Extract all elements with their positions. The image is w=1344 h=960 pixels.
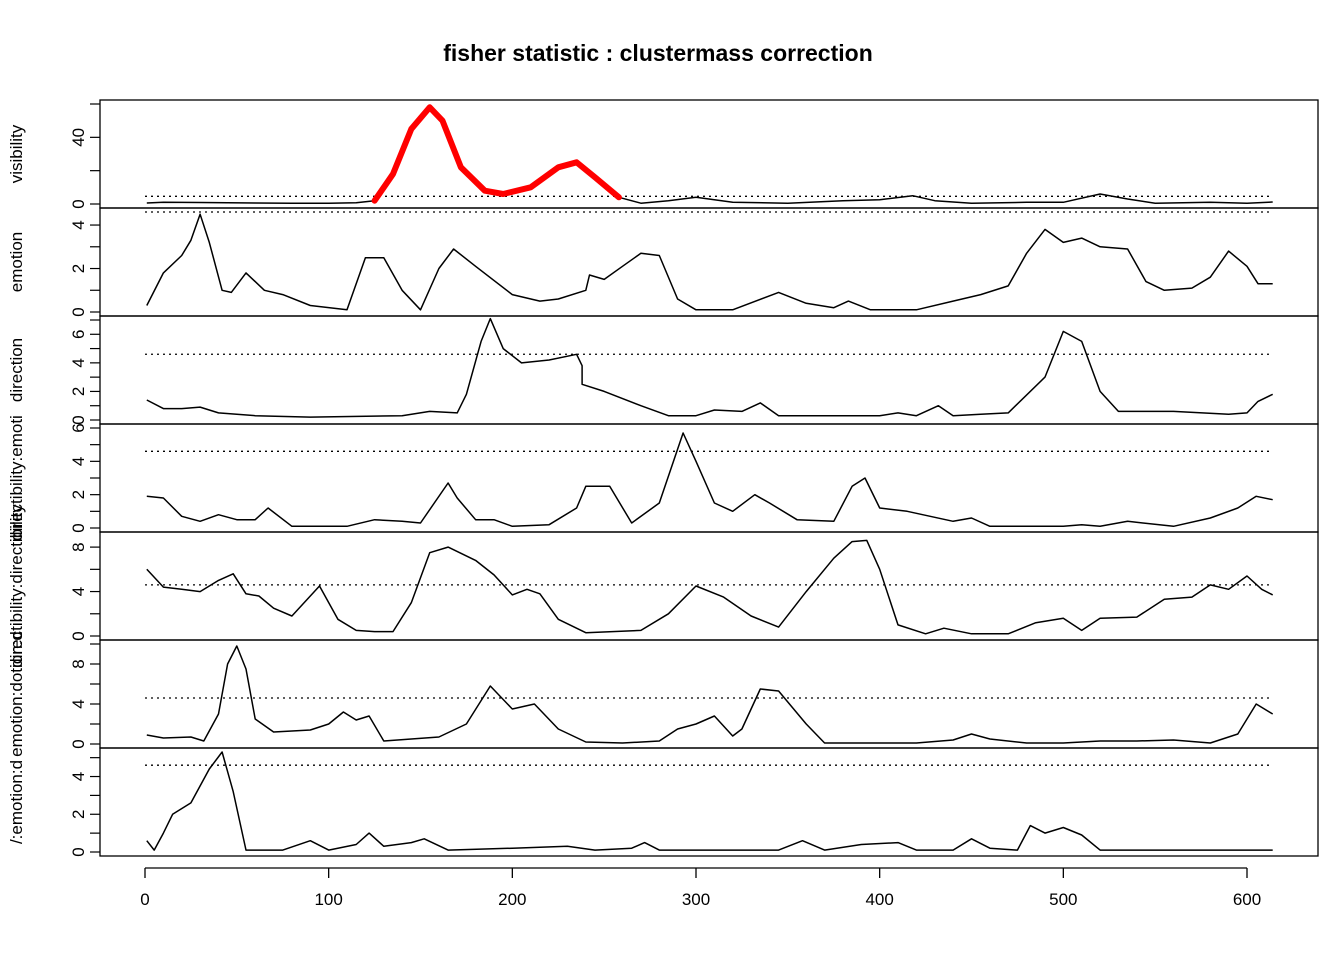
significant-segment [371,104,622,204]
y-tick-label: 4 [69,220,88,229]
panel-ylabel: emotion [7,232,26,292]
series-line [146,539,1274,635]
panel-1: 0 40 visibility [7,99,1319,209]
series-line [146,751,1273,851]
chart-panels: 040visibility024emotion0246direction0246… [7,99,1319,857]
series-line [146,432,1273,528]
panel-ylabel: directibility:directibility [7,504,26,668]
y-tick-label: 0 [69,739,88,748]
series-line [146,645,1274,744]
y-tick-label: 4 [69,358,88,367]
panel-5: 0 4 8 directibility:directibility [7,504,1319,668]
panel-ylabel: emotion:dotion:d [7,631,26,757]
panel-ylabel: directibility:emoti [7,415,26,541]
y-tick-label: 0 [69,631,88,640]
panel-frame [99,99,1319,209]
y-tick-label: 40 [69,128,88,147]
panel-ylabel: /:emotion:d [7,760,26,844]
panel-4: 0 2 4 6 directibility:emoti [7,415,1319,541]
y-tick-label: 8 [69,542,88,551]
x-tick-label: 400 [865,890,893,909]
y-tick-label: 8 [69,659,88,668]
chart-title: fisher statistic : clustermass correctio… [443,40,873,66]
panel-3: 0 2 4 6 direction [7,315,1319,425]
y-tick-label: 6 [69,330,88,339]
panel-2: 0 2 4 emotion [7,207,1319,317]
series-line [146,317,1274,418]
x-tick-label: 300 [682,890,710,909]
panel-frame [99,315,1319,425]
y-tick-label: 4 [69,772,88,781]
y-tick-label: 4 [69,457,88,466]
panel-6: 0 4 8 emotion:dotion:d [7,631,1319,757]
panel-frame [99,747,1319,857]
y-tick-label: 0 [69,307,88,316]
x-tick-label: 600 [1233,890,1261,909]
y-tick-label: 4 [69,587,88,596]
x-tick-label: 200 [498,890,526,909]
panel-7: 0 2 4 /:emotion:d [7,747,1319,857]
series-line [146,106,1273,204]
y-tick-label: 4 [69,699,88,708]
y-tick-label: 2 [69,387,88,396]
x-tick-label: 100 [314,890,342,909]
y-tick-label: 2 [69,264,88,273]
x-tick-label: 500 [1049,890,1077,909]
x-axis: 0 100 200 300 400 500 600 [140,867,1261,909]
y-tick-label: 0 [69,847,88,856]
series-line [146,213,1273,311]
y-tick-label: 0 [69,523,88,532]
panel-frame [99,423,1319,533]
y-tick-label: 0 [69,199,88,208]
y-tick-label: 0 [69,415,88,424]
y-tick-label: 2 [69,490,88,499]
panel-ylabel: visibility [7,124,26,183]
y-tick-label: 6 [69,423,88,432]
x-tick-label: 0 [140,890,149,909]
panel-ylabel: direction [7,338,26,402]
panel-frame [99,531,1319,641]
y-tick-label: 2 [69,810,88,819]
